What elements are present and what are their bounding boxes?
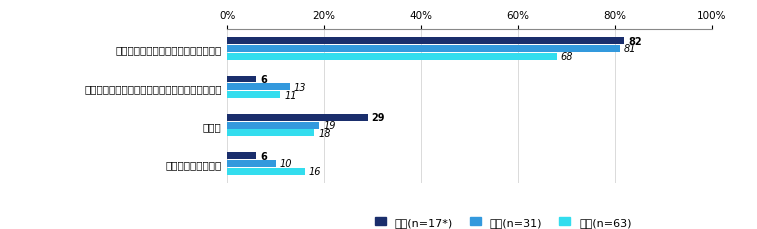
Legend: 自身(n=17*), 家族(n=31), 遺族(n=63): 自身(n=17*), 家族(n=31), 遺族(n=63) — [375, 217, 631, 227]
Text: 6: 6 — [260, 151, 266, 161]
Text: 10: 10 — [279, 159, 292, 169]
Bar — [227, 54, 556, 60]
Bar — [227, 130, 314, 137]
Text: 68: 68 — [560, 52, 573, 62]
Bar — [227, 38, 625, 45]
Text: 81: 81 — [624, 44, 636, 54]
Bar — [227, 160, 276, 167]
Text: 16: 16 — [309, 166, 321, 177]
Bar — [227, 114, 368, 121]
Text: 18: 18 — [318, 128, 331, 138]
Bar — [227, 168, 304, 175]
Bar — [227, 84, 290, 91]
Bar — [227, 122, 319, 129]
Bar — [227, 46, 619, 53]
Text: 6: 6 — [260, 75, 266, 85]
Text: 13: 13 — [294, 82, 307, 92]
Bar — [227, 92, 280, 99]
Text: 29: 29 — [372, 113, 385, 123]
Text: 19: 19 — [323, 121, 335, 131]
Bar — [227, 76, 256, 83]
Bar — [227, 153, 256, 159]
Text: 11: 11 — [285, 90, 297, 100]
Text: 82: 82 — [628, 36, 642, 46]
